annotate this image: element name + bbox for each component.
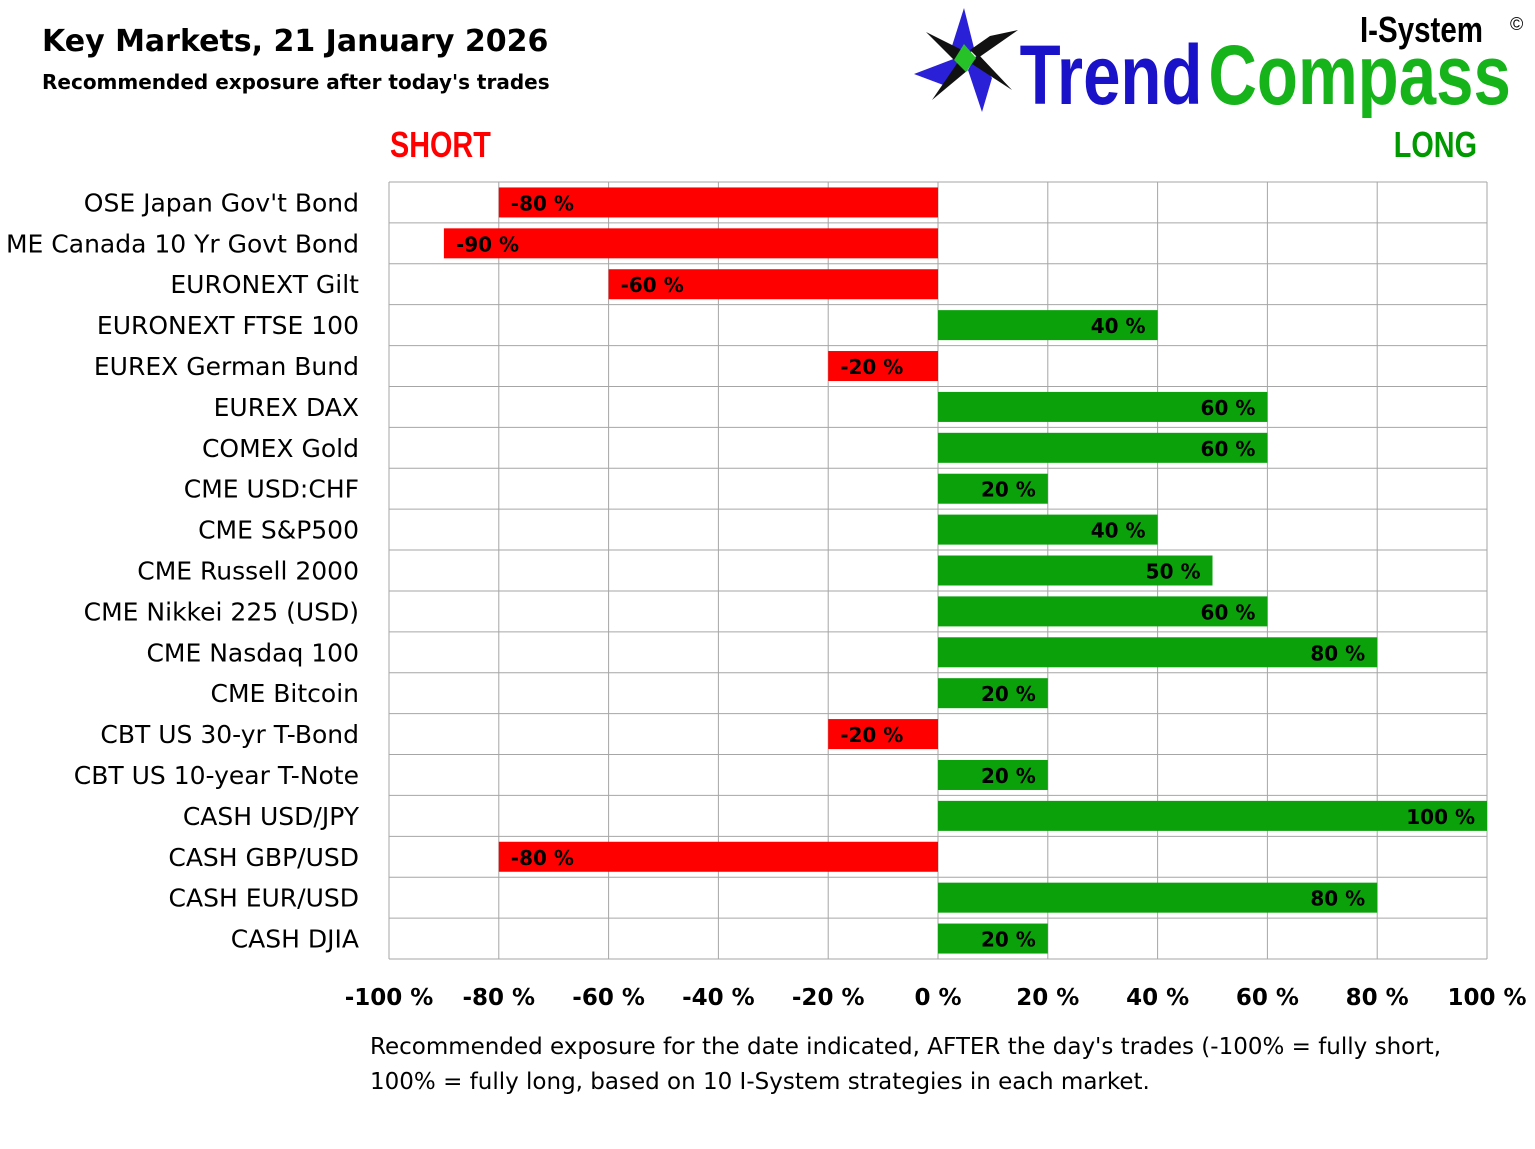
category-label: EUREX German Bund — [94, 352, 359, 381]
bar-long — [938, 882, 1378, 913]
bar-long — [938, 555, 1213, 586]
bar-long — [938, 678, 1048, 709]
bar-data-label: -20 % — [840, 723, 903, 747]
bar-data-label: -20 % — [840, 355, 903, 379]
bars: -80 % -90 % -60 % 40 % -20 % 60 % 60 % 20 % 40 %… — [443, 187, 1487, 954]
category-label: EURONEXT Gilt — [170, 270, 359, 299]
category-label: CASH USD/JPY — [183, 802, 360, 831]
category-label: CBT US 10-year T-Note — [74, 761, 359, 790]
bar-long — [938, 800, 1487, 831]
bar-data-label: 60 % — [1201, 396, 1256, 420]
x-tick-label: -20 % — [792, 985, 865, 1011]
x-tick-labels: -100 % -80 % -60 % -40 % -20 % 0 % 20 % 40 % 60 … — [345, 985, 1527, 1011]
x-tick-label: -100 % — [345, 985, 434, 1011]
category-label: CME S&P500 — [198, 516, 359, 545]
bar-data-label: 50 % — [1146, 560, 1201, 584]
x-tick-label: 100 % — [1447, 985, 1526, 1011]
x-tick-label: -60 % — [572, 985, 645, 1011]
bar-long — [938, 596, 1268, 627]
category-label: CME Russell 2000 — [137, 557, 359, 586]
category-label: ME Canada 10 Yr Govt Bond — [6, 229, 359, 258]
x-tick-label: 60 % — [1236, 985, 1299, 1011]
long-label: LONG — [1393, 124, 1477, 165]
category-label: CASH EUR/USD — [169, 884, 359, 913]
x-tick-label: 40 % — [1126, 985, 1189, 1011]
bar-long — [938, 759, 1048, 790]
bar-long — [938, 637, 1378, 668]
category-label: CASH GBP/USD — [168, 843, 359, 872]
brand-word-trend: Trend — [1020, 29, 1203, 118]
bar-data-label: 20 % — [981, 928, 1036, 952]
x-tick-label: -40 % — [682, 985, 755, 1011]
bar-short — [498, 841, 938, 872]
trendcompass-logo: I-System © Trend Compass — [914, 8, 1523, 118]
bar-data-label: 20 % — [981, 478, 1036, 502]
category-label: CME USD:CHF — [184, 475, 359, 504]
bar-data-label: -80 % — [511, 846, 574, 870]
bar-long — [938, 310, 1158, 341]
category-label: EUREX DAX — [214, 393, 359, 422]
short-label: SHORT — [390, 124, 491, 165]
bar-data-label: 20 % — [981, 764, 1036, 788]
bar-long — [938, 514, 1158, 545]
bar-long — [938, 473, 1048, 504]
bar-data-label: -80 % — [511, 191, 574, 215]
x-tick-label: 0 % — [914, 985, 961, 1011]
category-label: EURONEXT FTSE 100 — [97, 311, 359, 340]
footnote: Recommended exposure for the date indica… — [370, 1034, 1442, 1095]
exposure-bar-chart: -80 % -90 % -60 % 40 % -20 % 60 % 60 % 20 % 40 %… — [6, 181, 1527, 1011]
category-label: OSE Japan Gov't Bond — [84, 188, 359, 217]
bar-data-label: -90 % — [456, 232, 519, 256]
bar-short — [828, 719, 938, 750]
x-tick-label: 80 % — [1346, 985, 1409, 1011]
bar-short — [608, 269, 938, 300]
compass-star-icon — [914, 8, 1018, 112]
bar-data-label: 60 % — [1201, 437, 1256, 461]
bar-long — [938, 923, 1048, 954]
x-tick-label: -80 % — [462, 985, 535, 1011]
bar-long — [938, 391, 1268, 422]
bar-data-label: 80 % — [1310, 887, 1365, 911]
chart-subtitle: Recommended exposure after today's trade… — [42, 70, 550, 94]
bar-data-label: -60 % — [621, 273, 684, 297]
category-label: CME Bitcoin — [211, 679, 360, 708]
bar-data-label: 40 % — [1091, 314, 1146, 338]
bar-data-label: 60 % — [1201, 600, 1256, 624]
bar-data-label: 80 % — [1310, 641, 1365, 665]
category-label: CBT US 30-yr T-Bond — [100, 720, 359, 749]
category-labels: OSE Japan Gov't Bond ME Canada 10 Yr Govt… — [6, 188, 360, 953]
bar-short — [828, 351, 938, 382]
bar-data-label: 20 % — [981, 682, 1036, 706]
bar-long — [938, 432, 1268, 463]
brand-prefix: I-System — [1360, 9, 1483, 49]
category-label: CME Nikkei 225 (USD) — [84, 597, 359, 626]
category-label: CASH DJIA — [231, 925, 359, 954]
copyright-mark: © — [1510, 14, 1523, 34]
bar-short — [443, 228, 938, 259]
bar-data-label: 100 % — [1406, 805, 1475, 829]
brand-word-compass: Compass — [1208, 29, 1510, 118]
bar-data-label: 40 % — [1091, 519, 1146, 543]
category-label: CME Nasdaq 100 — [146, 638, 359, 667]
bar-short — [498, 187, 938, 218]
x-tick-label: 20 % — [1016, 985, 1079, 1011]
chart-title: Key Markets, 21 January 2026 — [42, 24, 549, 59]
category-label: COMEX Gold — [202, 434, 359, 463]
